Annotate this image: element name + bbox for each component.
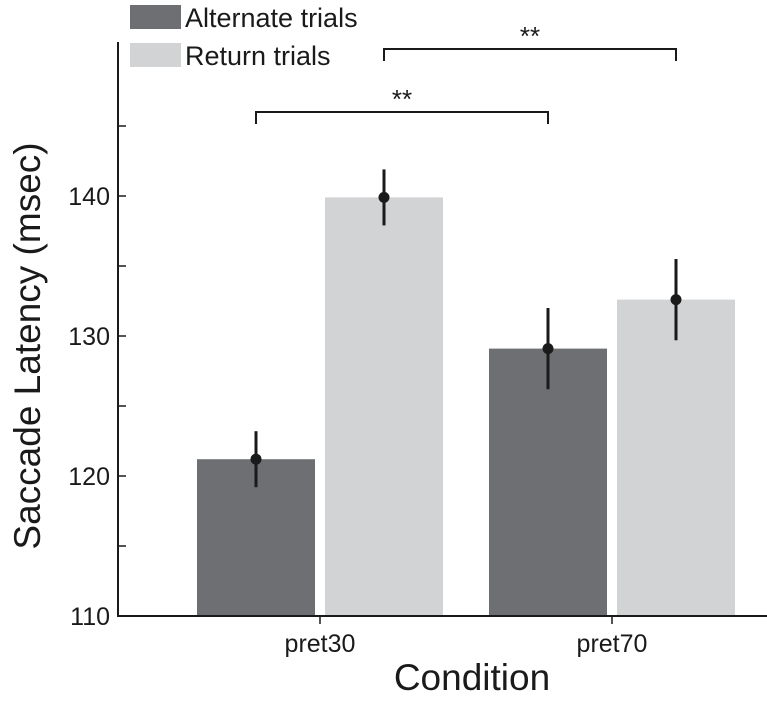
error-bars-layer (250, 169, 682, 488)
bar-pret70-alternate (489, 348, 607, 616)
y-axis-title: Saccade Latency (msec) (7, 142, 48, 549)
significance-label-2: ** (520, 21, 540, 51)
significance-bracket-2 (383, 48, 677, 61)
bars-layer (197, 197, 735, 616)
y-tick-label-120: 120 (68, 463, 110, 491)
y-tick-label-110: 110 (70, 603, 110, 631)
mean-point-pret70-alternate (542, 343, 554, 355)
bar-pret70-return (617, 299, 735, 616)
x-tick-label-pret30: pret30 (285, 630, 356, 658)
legend-swatch-return (130, 43, 181, 67)
legend-label-alternate: Alternate trials (185, 3, 358, 33)
x-tick-label-pret70: pret70 (577, 630, 648, 658)
legend: Alternate trials Return trials (130, 3, 358, 71)
y-tick-label-140: 140 (68, 183, 110, 211)
mean-point-pret70-return (670, 294, 682, 306)
mean-point-pret30-alternate (250, 453, 262, 465)
significance-label-1: ** (392, 84, 412, 114)
y-tick-label-130: 130 (68, 323, 110, 351)
bar-pret30-return (325, 197, 443, 616)
significance-bracket-1 (255, 111, 549, 124)
legend-label-return: Return trials (185, 41, 331, 71)
significance-layer: ** ** (255, 21, 677, 124)
x-axis-title: Condition (394, 657, 550, 698)
y-ticks-layer: 110 120 130 140 (68, 125, 126, 631)
axes-layer (117, 42, 767, 617)
mean-point-pret30-return (378, 191, 390, 203)
x-ticks-layer: pret30 pret70 (285, 616, 648, 658)
legend-swatch-alternate (130, 5, 181, 29)
